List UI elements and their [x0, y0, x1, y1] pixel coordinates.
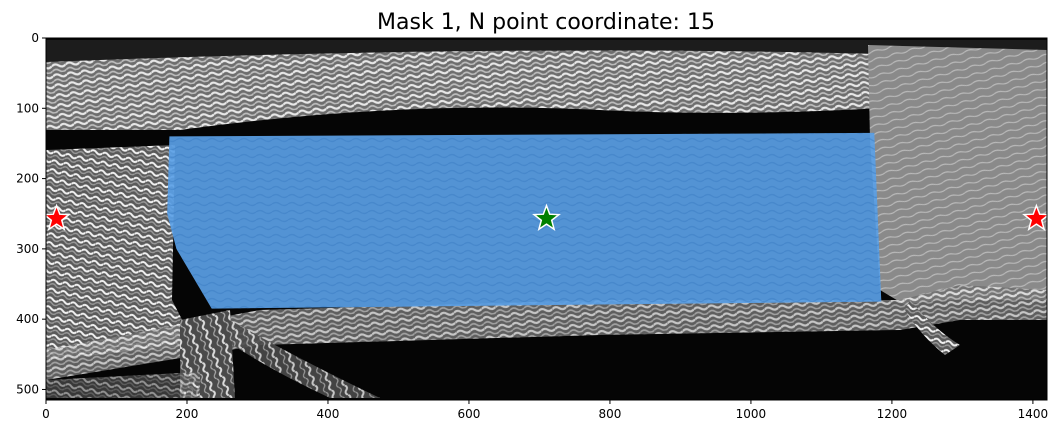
positive-point-star-icon — [532, 203, 561, 231]
x-tick-label: 400 — [317, 407, 340, 421]
x-tick-label: 1200 — [877, 407, 908, 421]
negative-point-star-icon — [42, 203, 71, 231]
y-tick-label: 300 — [16, 242, 39, 256]
x-tick-label: 1000 — [736, 407, 767, 421]
y-tick-label: 0 — [31, 31, 39, 45]
x-axis: 0 200 400 600 800 1000 1200 1400 — [42, 400, 1048, 421]
point-markers — [42, 203, 1051, 231]
x-tick-label: 200 — [176, 407, 199, 421]
y-axis: 0 100 200 300 400 500 — [16, 31, 46, 396]
axes-frame — [45, 37, 1048, 401]
x-tick-label: 0 — [42, 407, 50, 421]
x-tick-label: 1400 — [1018, 407, 1049, 421]
segmentation-mask — [167, 132, 882, 309]
x-tick-label: 600 — [458, 407, 481, 421]
microscopy-image — [46, 38, 1047, 400]
y-tick-label: 400 — [16, 312, 39, 326]
figure-title: Mask 1, N point coordinate: 15 — [377, 10, 715, 35]
y-tick-label: 200 — [16, 172, 39, 186]
negative-point-star-icon — [1022, 203, 1051, 231]
x-tick-label: 800 — [598, 407, 621, 421]
y-tick-label: 500 — [16, 382, 39, 396]
y-tick-label: 100 — [16, 101, 39, 115]
